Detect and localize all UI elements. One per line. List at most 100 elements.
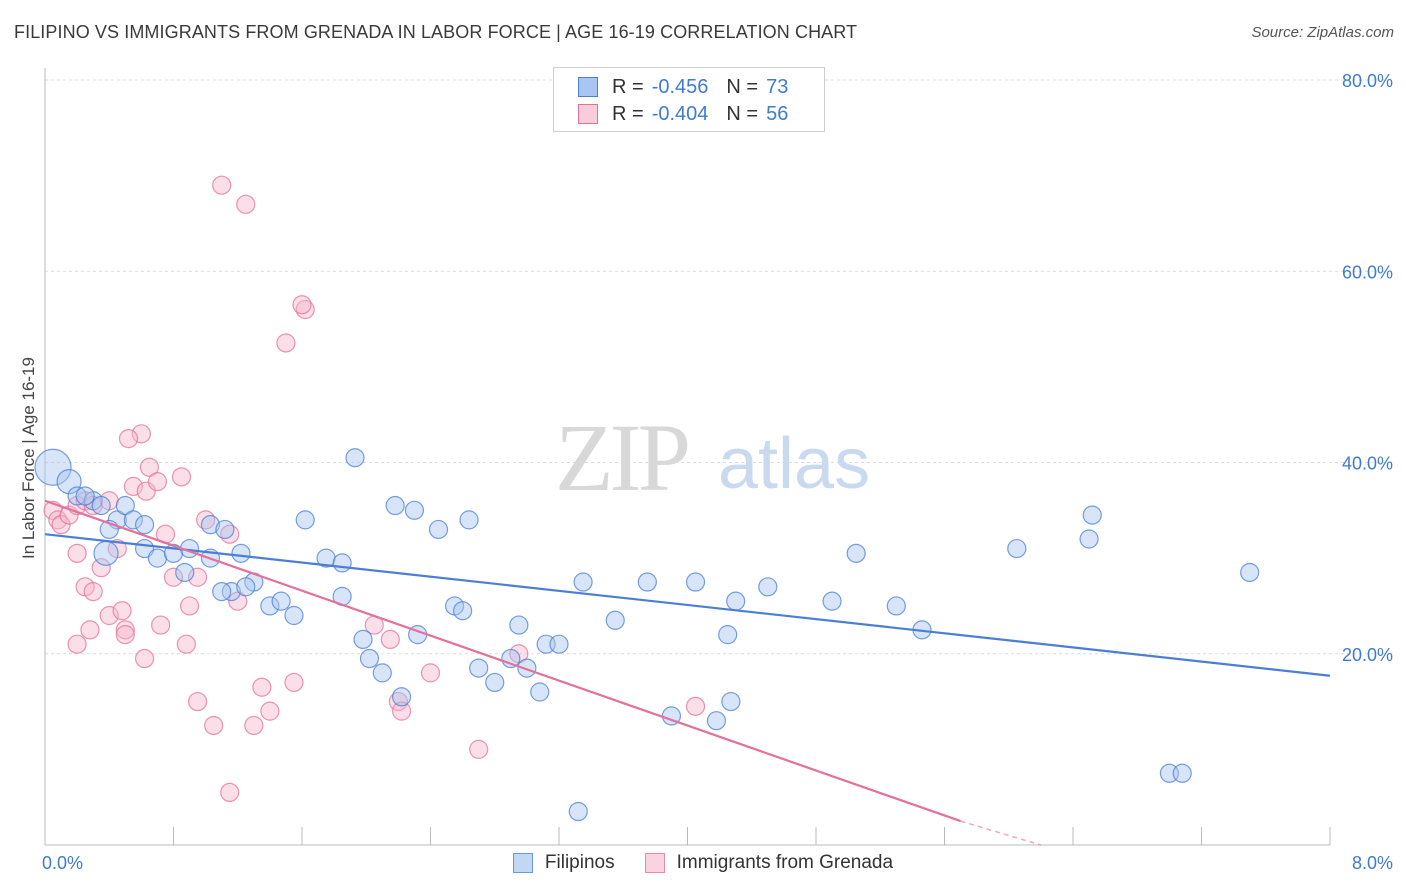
data-point [67, 543, 87, 563]
data-point [453, 601, 473, 621]
y-tick-label: 60.0% [1342, 262, 1393, 282]
data-point [80, 620, 100, 640]
data-point [93, 540, 119, 566]
data-point [332, 553, 352, 573]
data-point [115, 495, 135, 516]
data-point [1079, 529, 1099, 549]
data-point [886, 596, 906, 616]
x-tick-label-max: 8.0% [1352, 853, 1393, 873]
data-point [568, 801, 588, 822]
watermark-zip: ZIP [555, 404, 688, 511]
data-point [221, 581, 241, 602]
data-point [115, 620, 135, 640]
x-tick-label-min: 0.0% [42, 853, 83, 873]
data-point [459, 510, 479, 530]
data-point [271, 591, 291, 611]
chart-title: FILIPINO VS IMMIGRANTS FROM GRENADA IN L… [14, 22, 858, 42]
legend-n-value: 73 [766, 75, 789, 98]
data-point [685, 696, 706, 716]
grid-lines [45, 79, 1393, 655]
data-point [359, 648, 380, 669]
data-point [353, 629, 373, 650]
source-credit: Source: ZipAtlas.com [1251, 24, 1394, 41]
data-point [1082, 505, 1102, 525]
legend-swatch-pink [578, 104, 598, 124]
data-point [187, 691, 208, 712]
trend-line-filipinos [44, 533, 1331, 677]
data-point [469, 739, 489, 759]
y-tick-label: 20.0% [1342, 645, 1393, 665]
data-point [134, 648, 155, 669]
data-point [391, 687, 412, 707]
data-point [51, 515, 71, 535]
data-point [530, 682, 550, 702]
legend-r-label: R = [612, 102, 644, 125]
data-point [34, 448, 72, 486]
data-point [380, 629, 400, 650]
y-axis-label: In Labor Force | Age 16-19 [19, 357, 38, 559]
data-point [179, 596, 200, 616]
data-point [215, 519, 235, 540]
data-point [1172, 763, 1192, 783]
legend-label-grenada: Immigrants from Grenada [676, 852, 894, 873]
watermark: ZIP atlas [555, 404, 870, 511]
data-point [420, 663, 441, 683]
data-point [231, 543, 251, 563]
data-point [637, 572, 657, 592]
legend-swatch-blue [578, 77, 598, 97]
data-point [118, 428, 139, 449]
legend-r-label: R = [612, 75, 644, 98]
legend-r-value: -0.456 [651, 75, 709, 98]
data-point [469, 658, 489, 678]
data-point [112, 601, 132, 621]
data-point [91, 558, 111, 578]
y-tick-label: 40.0% [1342, 454, 1393, 474]
data-point [171, 467, 192, 487]
legend-row-filipinos: R = -0.456 N = 73 [578, 75, 788, 99]
data-point [147, 548, 168, 568]
data-point [244, 715, 264, 736]
data-point [212, 175, 232, 195]
data-point [236, 194, 256, 214]
data-point [134, 515, 155, 535]
data-point [485, 672, 505, 693]
watermark-atlas: atlas [718, 424, 870, 504]
legend-n-label: N = [726, 102, 759, 125]
legend-r-value: -0.404 [651, 102, 709, 125]
legend-item-grenada[interactable]: Immigrants from Grenada [644, 852, 894, 874]
legend-n-value: 56 [766, 102, 789, 125]
legend-label-filipinos: Filipinos [544, 852, 615, 873]
data-point [685, 572, 706, 592]
data-point [75, 486, 95, 506]
legend-n-label: N = [726, 75, 759, 98]
axes [44, 68, 1331, 846]
data-point [284, 605, 304, 626]
data-point [758, 577, 778, 597]
data-point [67, 634, 87, 654]
data-point [276, 333, 296, 353]
data-point [372, 663, 392, 683]
series-legend: Filipinos Immigrants from Grenada [0, 852, 1406, 874]
data-point [428, 519, 449, 540]
legend-item-filipinos[interactable]: Filipinos [512, 852, 615, 874]
data-point [252, 677, 272, 697]
data-point [718, 625, 738, 645]
y-tick-labels: 20.0% 40.0% 60.0% 80.0% [1342, 71, 1393, 665]
data-point [385, 495, 405, 516]
data-point [573, 572, 593, 592]
data-point [204, 715, 224, 736]
data-point [1240, 562, 1260, 583]
data-point [220, 782, 240, 803]
data-point [175, 562, 195, 583]
data-point [404, 500, 425, 520]
data-point [200, 515, 221, 535]
data-point [115, 625, 135, 645]
data-point [163, 567, 184, 587]
data-point [391, 701, 412, 721]
data-point [236, 577, 256, 597]
data-point [99, 605, 119, 626]
legend-row-grenada: R = -0.404 N = 56 [578, 102, 788, 126]
data-point [726, 591, 746, 611]
data-point [131, 424, 151, 444]
